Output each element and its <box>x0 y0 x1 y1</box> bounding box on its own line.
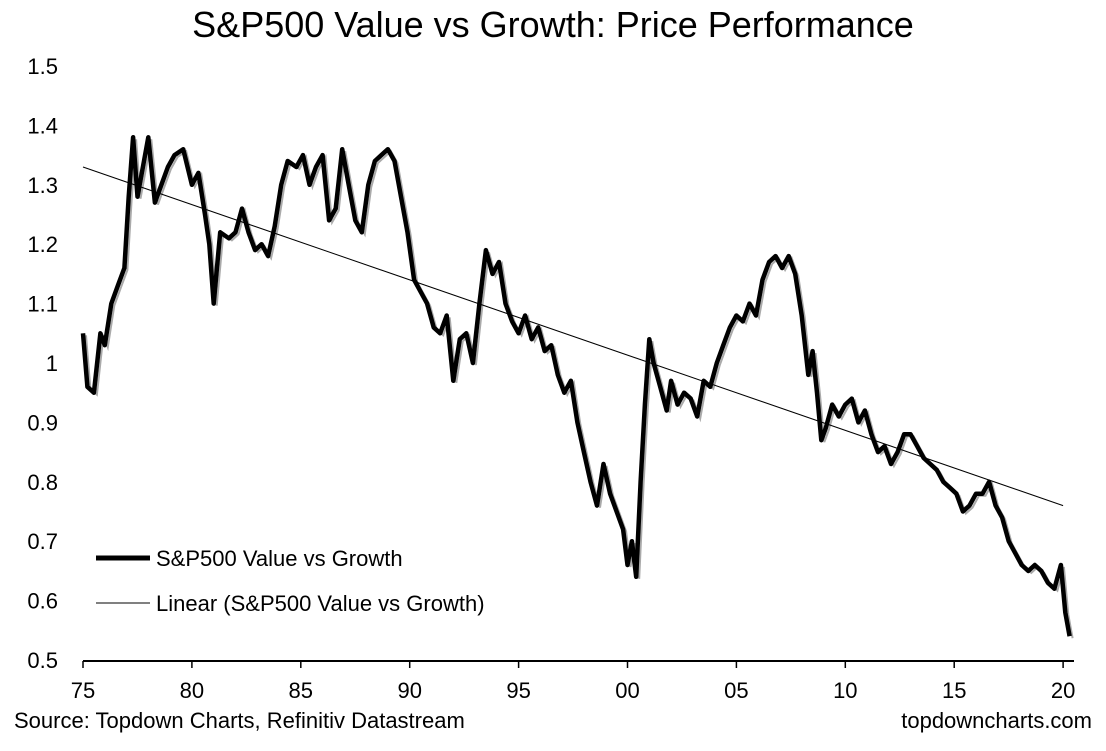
y-tick-label: 0.9 <box>27 410 58 435</box>
legend: S&P500 Value vs Growth Linear (S&P500 Va… <box>96 546 485 616</box>
y-tick-label: 0.7 <box>27 529 58 554</box>
y-tick-label: 1.4 <box>27 113 58 138</box>
website-credit: topdowncharts.com <box>901 708 1092 733</box>
x-tick-label: 90 <box>397 678 421 703</box>
value-vs-growth-shadow-line <box>85 139 1074 639</box>
y-tick-label: 1 <box>46 351 58 376</box>
y-tick-label: 1.1 <box>27 292 58 317</box>
x-tick-label: 20 <box>1051 678 1075 703</box>
y-tick-label: 0.8 <box>27 470 58 495</box>
y-tick-label: 1.2 <box>27 232 58 257</box>
y-tick-label: 0.5 <box>27 648 58 673</box>
x-tick-label: 10 <box>833 678 857 703</box>
x-tick-label: 75 <box>71 678 95 703</box>
x-axis-ticks: 75 80 85 90 95 00 05 10 15 20 <box>71 661 1075 703</box>
legend-label-value-vs-growth: S&P500 Value vs Growth <box>156 546 403 571</box>
x-tick-label: 80 <box>180 678 204 703</box>
y-axis-ticks: 0.5 0.6 0.7 0.8 0.9 1 1.1 1.2 1.3 1.4 1.5 <box>27 54 58 673</box>
x-tick-label: 95 <box>506 678 530 703</box>
legend-label-linear: Linear (S&P500 Value vs Growth) <box>156 591 485 616</box>
x-tick-label: 05 <box>724 678 748 703</box>
source-note: Source: Topdown Charts, Refinitiv Datast… <box>14 708 465 733</box>
x-tick-label: 00 <box>615 678 639 703</box>
y-tick-label: 1.5 <box>27 54 58 79</box>
chart-title: S&P500 Value vs Growth: Price Performanc… <box>192 4 914 45</box>
y-tick-label: 1.3 <box>27 173 58 198</box>
x-tick-label: 85 <box>289 678 313 703</box>
y-tick-label: 0.6 <box>27 589 58 614</box>
value-vs-growth-line <box>80 135 1072 637</box>
x-tick-label: 15 <box>942 678 966 703</box>
linear-trend-line <box>82 166 1064 507</box>
